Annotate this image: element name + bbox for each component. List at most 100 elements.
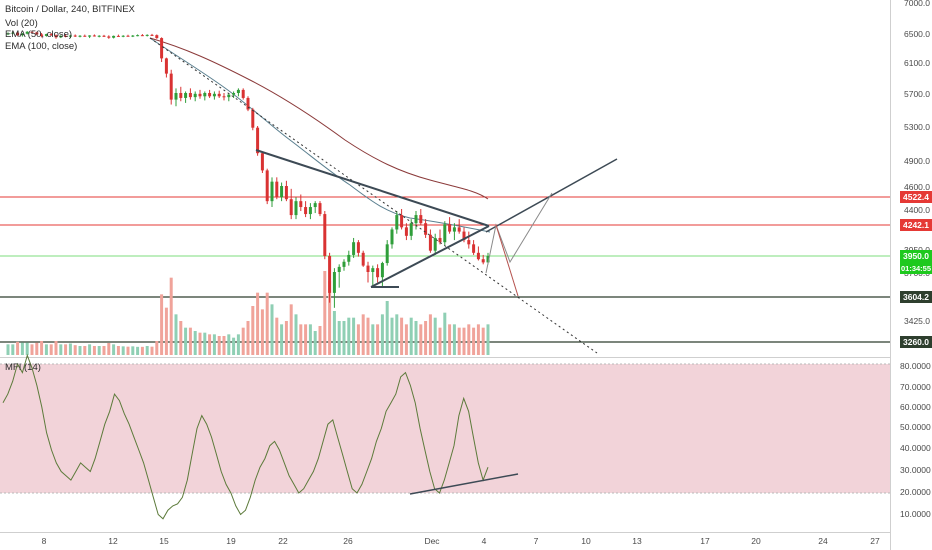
volume-bar bbox=[35, 343, 38, 355]
candle-body[interactable] bbox=[343, 262, 346, 267]
volume-bar bbox=[127, 347, 130, 355]
candle-body[interactable] bbox=[357, 242, 360, 253]
price-tag-4522: 4522.4 bbox=[903, 192, 929, 202]
candle-body[interactable] bbox=[314, 203, 317, 207]
time-tick: 15 bbox=[159, 536, 169, 546]
candle-body[interactable] bbox=[266, 170, 269, 201]
candle-body[interactable] bbox=[151, 35, 154, 36]
candle-body[interactable] bbox=[453, 227, 456, 231]
candle-body[interactable] bbox=[415, 215, 418, 223]
candle-body[interactable] bbox=[347, 255, 350, 262]
candle-body[interactable] bbox=[261, 153, 264, 170]
candle-body[interactable] bbox=[103, 36, 106, 37]
candle-body[interactable] bbox=[141, 35, 144, 36]
study-vol-label: Vol (20) bbox=[5, 18, 38, 29]
candle-body[interactable] bbox=[155, 35, 158, 38]
candle-body[interactable] bbox=[232, 93, 235, 95]
candle-body[interactable] bbox=[189, 93, 192, 97]
candle-body[interactable] bbox=[448, 224, 451, 231]
candle-body[interactable] bbox=[319, 203, 322, 214]
candle-body[interactable] bbox=[213, 94, 216, 96]
candle-body[interactable] bbox=[290, 199, 293, 215]
candle-body[interactable] bbox=[160, 38, 163, 58]
candle-body[interactable] bbox=[323, 214, 326, 256]
candle-body[interactable] bbox=[242, 90, 245, 98]
chart-canvas[interactable]: Bitcoin / Dollar, 240, BITFINEX Vol (20)… bbox=[0, 0, 932, 550]
candle-body[interactable] bbox=[227, 95, 230, 97]
candle-body[interactable] bbox=[410, 223, 413, 236]
candle-body[interactable] bbox=[419, 215, 422, 223]
candle-body[interactable] bbox=[405, 227, 408, 235]
volume-bar bbox=[26, 343, 29, 355]
candle-body[interactable] bbox=[333, 272, 336, 293]
candle-body[interactable] bbox=[117, 36, 120, 37]
candle-body[interactable] bbox=[184, 93, 187, 98]
candle-body[interactable] bbox=[482, 259, 485, 262]
volume-bar bbox=[232, 338, 235, 355]
candle-body[interactable] bbox=[376, 268, 379, 277]
volume-bar bbox=[285, 321, 288, 355]
candle-body[interactable] bbox=[122, 36, 125, 37]
price-tag-3604: 3604.2 bbox=[903, 292, 929, 302]
candle-body[interactable] bbox=[131, 36, 134, 37]
time-tick: 4 bbox=[482, 536, 487, 546]
volume-bar bbox=[314, 331, 317, 355]
candle-body[interactable] bbox=[146, 35, 149, 36]
candle-body[interactable] bbox=[477, 253, 480, 259]
candle-body[interactable] bbox=[199, 94, 202, 96]
candle-body[interactable] bbox=[271, 182, 274, 201]
candle-body[interactable] bbox=[170, 74, 173, 100]
candle-body[interactable] bbox=[93, 35, 96, 36]
candle-body[interactable] bbox=[237, 90, 240, 93]
candle-body[interactable] bbox=[299, 201, 302, 207]
candle-body[interactable] bbox=[458, 227, 461, 231]
candle-body[interactable] bbox=[280, 186, 283, 197]
candle-body[interactable] bbox=[127, 36, 130, 37]
candle-body[interactable] bbox=[443, 224, 446, 242]
candle-body[interactable] bbox=[275, 182, 278, 198]
candle-body[interactable] bbox=[338, 267, 341, 272]
candle-body[interactable] bbox=[328, 256, 331, 293]
candle-body[interactable] bbox=[429, 235, 432, 251]
candle-body[interactable] bbox=[88, 35, 91, 36]
candle-body[interactable] bbox=[83, 36, 86, 37]
candle-body[interactable] bbox=[309, 207, 312, 214]
candle-body[interactable] bbox=[362, 253, 365, 266]
candle-body[interactable] bbox=[367, 266, 370, 272]
candle-body[interactable] bbox=[251, 110, 254, 128]
candle-body[interactable] bbox=[295, 201, 298, 215]
candle-body[interactable] bbox=[424, 223, 427, 235]
volume-bar bbox=[141, 347, 144, 355]
candle-body[interactable] bbox=[386, 244, 389, 263]
volume-bar bbox=[79, 346, 82, 355]
candle-body[interactable] bbox=[439, 238, 442, 242]
candle-body[interactable] bbox=[79, 36, 82, 37]
candle-body[interactable] bbox=[304, 207, 307, 214]
candle-body[interactable] bbox=[165, 58, 168, 73]
volume-bar bbox=[179, 321, 182, 355]
candle-body[interactable] bbox=[391, 229, 394, 244]
candle-body[interactable] bbox=[112, 36, 115, 38]
candle-body[interactable] bbox=[381, 263, 384, 277]
candle-body[interactable] bbox=[107, 36, 110, 37]
candle-body[interactable] bbox=[352, 242, 355, 255]
candle-body[interactable] bbox=[208, 93, 211, 96]
volume-bar bbox=[410, 318, 413, 355]
price-tick: 5700.0 bbox=[904, 89, 930, 99]
candle-body[interactable] bbox=[223, 96, 226, 97]
candle-body[interactable] bbox=[136, 35, 139, 36]
candle-body[interactable] bbox=[472, 244, 475, 252]
candle-body[interactable] bbox=[179, 93, 182, 98]
candle-body[interactable] bbox=[371, 268, 374, 272]
candle-body[interactable] bbox=[74, 36, 77, 37]
candle-body[interactable] bbox=[194, 94, 197, 97]
candle-body[interactable] bbox=[395, 215, 398, 229]
candle-body[interactable] bbox=[400, 215, 403, 227]
candle-body[interactable] bbox=[98, 36, 101, 37]
candle-body[interactable] bbox=[175, 93, 178, 100]
candle-body[interactable] bbox=[467, 240, 470, 244]
candle-body[interactable] bbox=[203, 93, 206, 96]
candle-body[interactable] bbox=[285, 186, 288, 199]
candle-body[interactable] bbox=[218, 94, 221, 96]
chart-title: Bitcoin / Dollar, 240, BITFINEX bbox=[5, 4, 136, 15]
